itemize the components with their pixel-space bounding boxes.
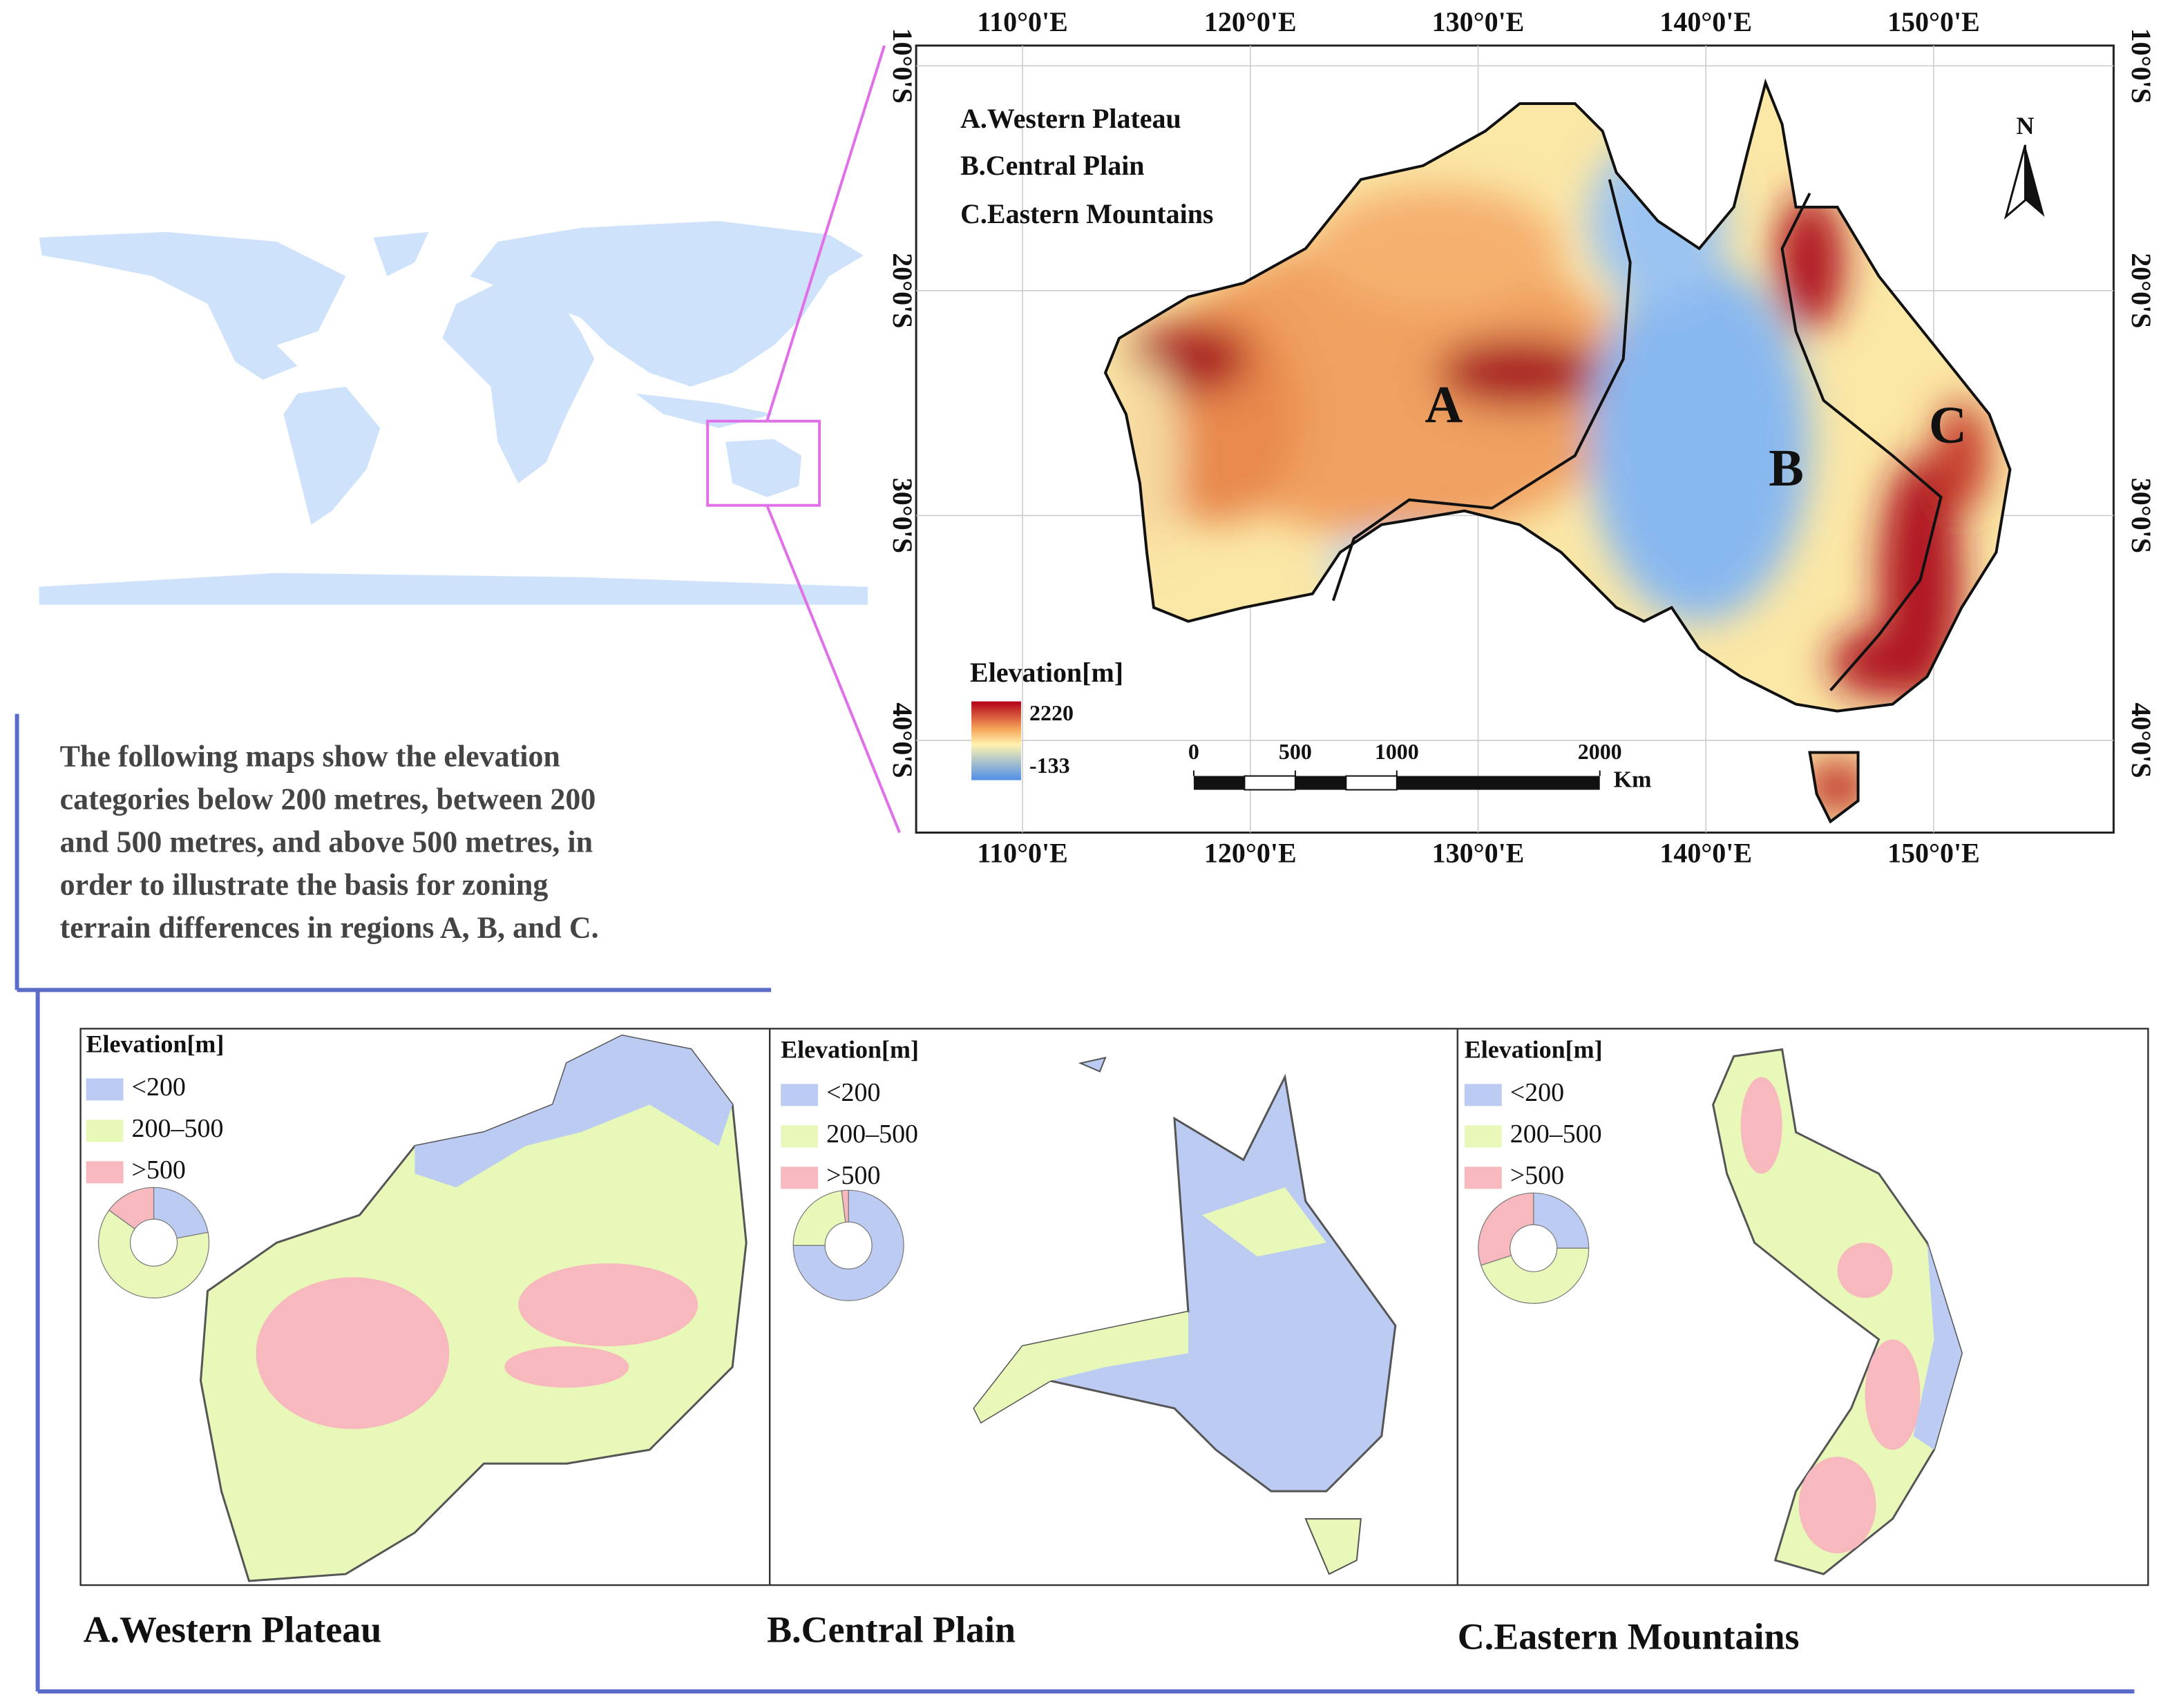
description-line: order to illustrate the basis for zoning [60,868,549,902]
lon-tick-label: 140°0'E [1659,6,1752,37]
lat-tick-label: 40°0'S [2126,702,2157,778]
panel-b-map [973,1056,1397,1575]
region-list-item: C.Eastern Mountains [960,198,1213,229]
legend-label: <200 [132,1073,186,1102]
scale-segment [1295,776,1346,790]
lon-tick-label: 110°0'E [977,838,1067,869]
lat-tick-label: 40°0'S [887,702,918,778]
panel-title: B.Central Plain [767,1609,1016,1650]
panel-title: C.Eastern Mountains [1458,1615,1800,1657]
scale-segment [1396,776,1600,790]
legend-label: 200–500 [132,1114,224,1143]
world-map [39,220,868,605]
lon-tick-label: 120°0'E [1204,6,1297,37]
legend-swatch [1464,1167,1502,1189]
zoom-line [765,504,901,834]
panel-legend-title: Elevation[m] [86,1030,225,1058]
scale-segment [1244,775,1296,791]
scale-bar: 0 500 1000 2000 Km [1188,740,1651,792]
region-list-item: B.Central Plain [960,150,1144,181]
donut-slice [1478,1192,1534,1266]
lon-tick-label: 150°0'E [1887,838,1980,869]
donut-slice [153,1187,209,1239]
panel-legend-title: Elevation[m] [1465,1036,1603,1064]
legend-max: 2220 [1029,701,1074,725]
legend-swatch [781,1125,819,1148]
legend-label: 200–500 [826,1120,918,1149]
legend-swatch [1464,1084,1502,1106]
scale-tick-label: 500 [1279,740,1312,764]
donut-slice [792,1189,904,1301]
lat-tick-label: 20°0'S [887,253,918,328]
region-boundary [1331,179,1632,602]
scale-tick-label: 1000 [1375,740,1419,764]
region-label: B [1769,439,1804,497]
scale-unit: Km [1614,767,1652,792]
north-arrow [2003,144,2026,220]
legend-swatch [86,1078,124,1101]
lat-tick-label: 10°0'S [2126,28,2157,104]
description-line: categories below 200 metres, between 200 [60,783,596,816]
region-label: A [1425,376,1463,434]
lat-tick-label: 10°0'S [887,28,918,104]
lat-tick-label: 30°0'S [2126,478,2157,553]
legend-label: >500 [1510,1161,1564,1190]
panel-legend-title: Elevation[m] [781,1036,919,1064]
legend-swatch [86,1120,124,1142]
lat-tick-label: 20°0'S [2126,253,2157,328]
scale-tick-label: 2000 [1578,740,1622,764]
lon-tick-label: 130°0'E [1432,838,1525,869]
legend-label: >500 [132,1155,186,1184]
lon-tick-label: 110°0'E [977,6,1067,37]
legend-swatch [86,1161,124,1184]
donut-slice [97,1209,210,1298]
legend-swatch [781,1167,819,1189]
frame-lines [15,713,2135,1694]
legend-label: 200–500 [1510,1120,1602,1149]
donut-slice [1480,1247,1590,1304]
panel-c-map [1712,1048,1963,1575]
lon-tick-label: 120°0'E [1204,838,1297,869]
donut-slice [108,1187,155,1230]
donut-slice [792,1190,846,1246]
legend-swatch [781,1084,819,1106]
legend-title: Elevation[m] [970,657,1123,688]
description-line: and 500 metres, and above 500 metres, in [60,825,593,859]
donut-slice [1533,1192,1590,1249]
lat-tick-label: 30°0'S [887,478,918,553]
description: The following maps show the elevation cat… [60,740,599,945]
lon-tick-label: 150°0'E [1887,6,1980,37]
graticule: 110°0'E 110°0'E 120°0'E 120°0'E 130°0'E 130°0… [887,6,2157,869]
legend-swatch [1464,1125,1502,1148]
coastline [1103,78,2012,824]
scale-segment [1193,776,1245,790]
scale-tick-label: 0 [1188,740,1199,764]
panel-title: A.Western Plateau [84,1609,382,1650]
lon-tick-label: 130°0'E [1432,6,1525,37]
panels: Elevation[m] <200 200–500 >500 A.Western Pla… [84,1030,1800,1658]
legend-min: -133 [1029,754,1070,778]
inset-highlight [706,419,821,507]
legend-label: <200 [826,1078,880,1107]
description-line: terrain differences in regions A, B, and… [60,911,599,945]
panel-a-map [200,1034,748,1582]
colorbar [971,701,1022,780]
region-label: C [1929,396,1967,454]
region-list-item: A.Western Plateau [960,103,1181,134]
panel-frame [79,1028,2149,1586]
north-label: N [2016,112,2034,140]
legend-label: >500 [826,1161,880,1190]
lon-tick-label: 140°0'E [1659,838,1752,869]
zoom-line [765,45,886,422]
donut-slice [841,1189,849,1223]
legend-label: <200 [1510,1078,1564,1107]
description-line: The following maps show the elevation [60,740,560,774]
scale-segment [1345,775,1398,791]
region-boundary [1780,192,1943,691]
north-arrow [2025,144,2045,217]
